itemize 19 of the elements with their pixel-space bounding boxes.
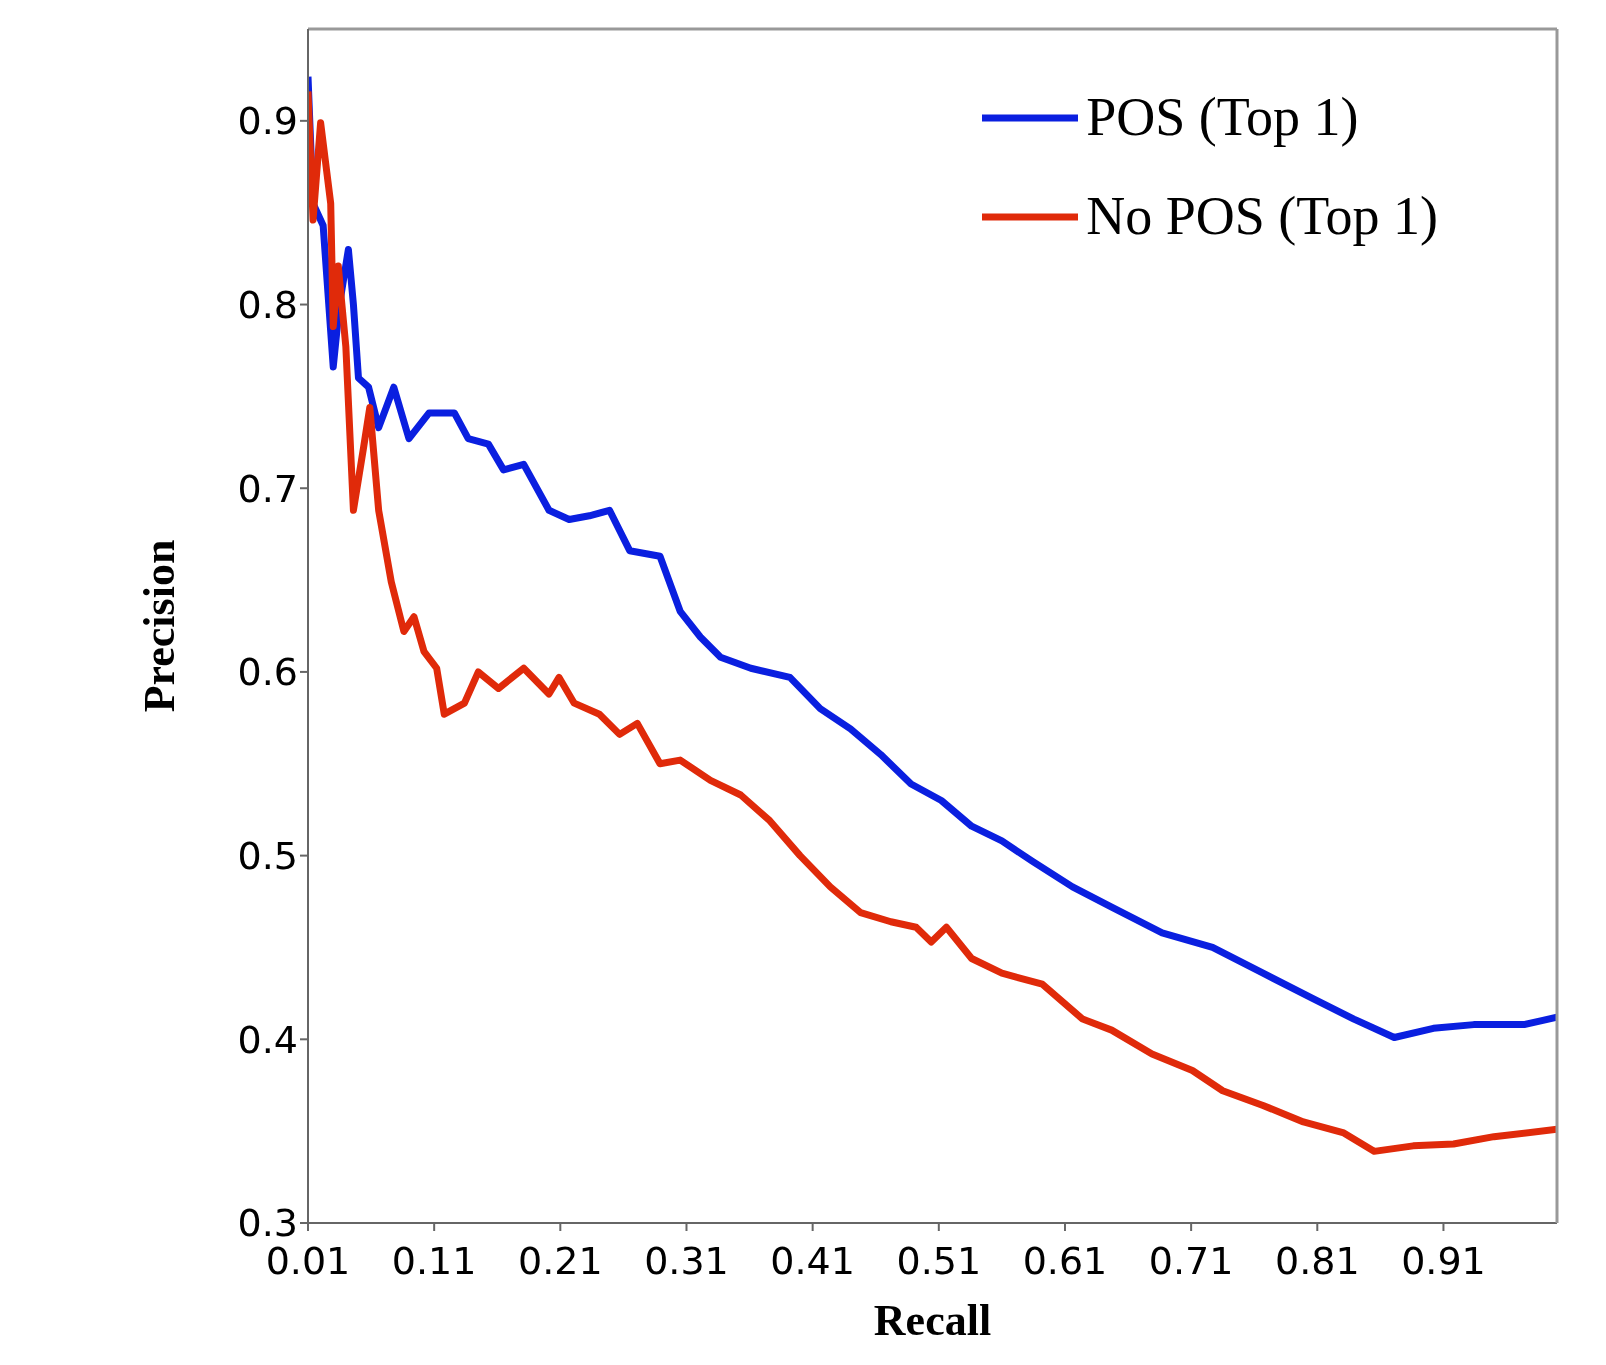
- y-axis-title: Precision: [134, 539, 184, 713]
- y-tick-label: 0.6: [237, 650, 298, 695]
- y-tick-label: 0.4: [237, 1017, 298, 1062]
- x-tick-label: 0.61: [1022, 1238, 1108, 1283]
- x-axis-title: Recall: [873, 1296, 992, 1345]
- x-tick-label: 0.91: [1401, 1238, 1486, 1283]
- x-tick-label: 0.21: [518, 1238, 603, 1283]
- x-tick-label: 0.11: [391, 1238, 477, 1283]
- x-tick-label: 0.31: [644, 1238, 729, 1283]
- x-tick-label: 0.51: [896, 1238, 982, 1283]
- y-tick-label: 0.8: [237, 283, 298, 328]
- y-tick-label: 0.7: [237, 466, 298, 511]
- y-tick-label: 0.9: [237, 99, 298, 144]
- x-tick-label: 0.71: [1148, 1238, 1234, 1283]
- legend-label: POS (Top 1): [1086, 87, 1359, 148]
- x-tick-label: 0.81: [1274, 1238, 1360, 1283]
- x-tick-label: 0.41: [770, 1238, 855, 1283]
- y-tick-label: 0.5: [237, 834, 298, 879]
- legend-label: No POS (Top 1): [1086, 186, 1438, 247]
